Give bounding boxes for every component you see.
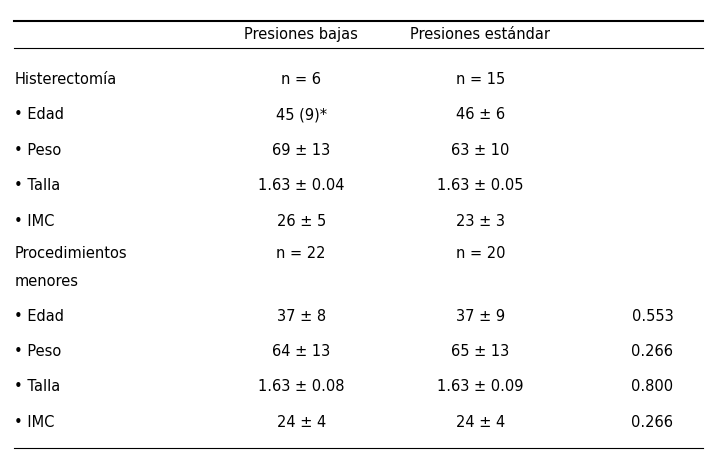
Text: Presiones estándar: Presiones estándar: [410, 27, 551, 42]
Text: 26 ± 5: 26 ± 5: [277, 213, 326, 229]
Text: 46 ± 6: 46 ± 6: [456, 107, 505, 123]
Text: 24 ± 4: 24 ± 4: [456, 414, 505, 430]
Text: • Peso: • Peso: [14, 344, 62, 359]
Text: 1.63 ± 0.08: 1.63 ± 0.08: [258, 379, 344, 394]
Text: 0.553: 0.553: [632, 308, 673, 324]
Text: 37 ± 8: 37 ± 8: [277, 308, 326, 324]
Text: 1.63 ± 0.09: 1.63 ± 0.09: [437, 379, 523, 394]
Text: 1.63 ± 0.04: 1.63 ± 0.04: [258, 178, 344, 193]
Text: 1.63 ± 0.05: 1.63 ± 0.05: [437, 178, 523, 193]
Text: 64 ± 13: 64 ± 13: [272, 344, 331, 359]
Text: 37 ± 9: 37 ± 9: [456, 308, 505, 324]
Text: • Edad: • Edad: [14, 308, 65, 324]
Text: 63 ± 10: 63 ± 10: [451, 143, 510, 158]
Text: n = 20: n = 20: [455, 246, 505, 261]
Text: Presiones bajas: Presiones bajas: [244, 27, 358, 42]
Text: • Edad: • Edad: [14, 107, 65, 123]
Text: 65 ± 13: 65 ± 13: [451, 344, 510, 359]
Text: 0.800: 0.800: [632, 379, 673, 394]
Text: • Talla: • Talla: [14, 379, 61, 394]
Text: 69 ± 13: 69 ± 13: [272, 143, 331, 158]
Text: n = 6: n = 6: [281, 72, 321, 87]
Text: • Peso: • Peso: [14, 143, 62, 158]
Text: 24 ± 4: 24 ± 4: [277, 414, 326, 430]
Text: 0.266: 0.266: [632, 414, 673, 430]
Text: • IMC: • IMC: [14, 414, 54, 430]
Text: 23 ± 3: 23 ± 3: [456, 213, 505, 229]
Text: • Talla: • Talla: [14, 178, 61, 193]
Text: 45 (9)*: 45 (9)*: [275, 107, 327, 123]
Text: • IMC: • IMC: [14, 213, 54, 229]
Text: n = 22: n = 22: [276, 246, 326, 261]
Text: Histerectomía: Histerectomía: [14, 72, 117, 87]
Text: 0.266: 0.266: [632, 344, 673, 359]
Text: menores: menores: [14, 274, 78, 289]
Text: n = 15: n = 15: [456, 72, 505, 87]
Text: Procedimientos: Procedimientos: [14, 246, 127, 261]
